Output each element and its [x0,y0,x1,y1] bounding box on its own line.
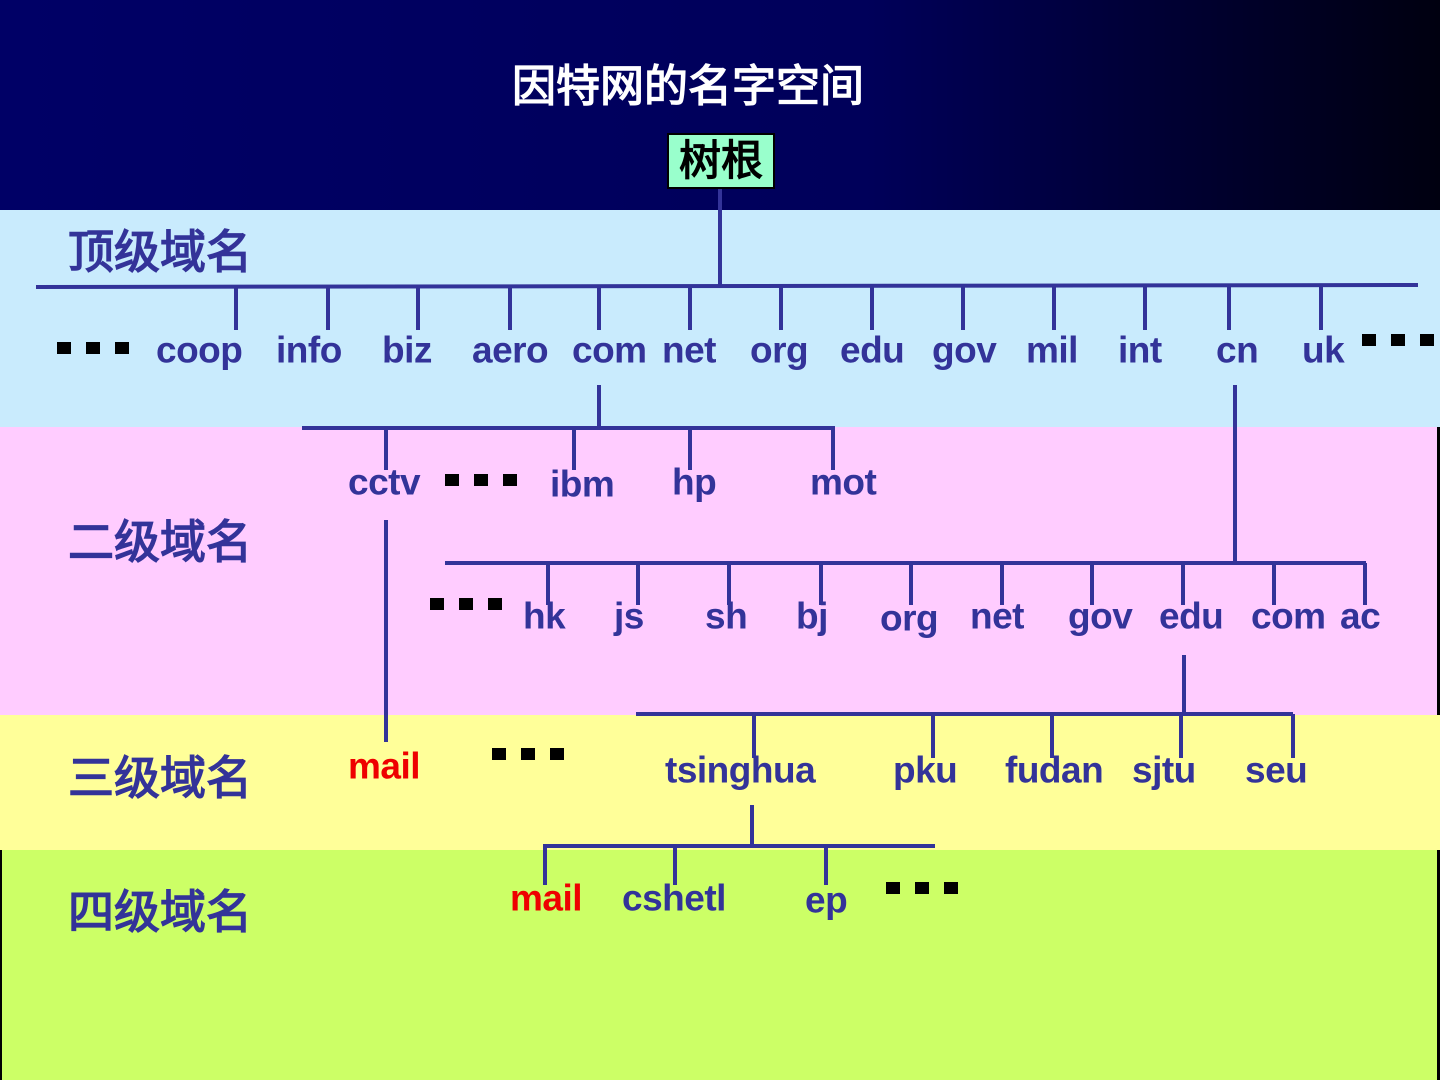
page-title: 因特网的名字空间 [512,61,864,112]
tld-node: info [276,329,342,371]
edu-child-node: fudan [1005,749,1104,791]
tld-node: edu [840,329,905,371]
ellipsis-icon [57,342,129,354]
edu-child-node: pku [893,749,958,791]
ellipsis-icon [430,598,502,610]
com-child-node: ibm [550,463,615,505]
ellipsis-icon [886,882,958,894]
cn-child-node: sh [705,595,748,637]
tld-node: biz [382,329,432,371]
com-child-node: cctv [348,461,421,503]
level-label-2: 二级域名 [68,515,252,569]
tld-node: aero [472,329,549,371]
ellipsis-icon [492,748,564,760]
tld-node: int [1118,329,1162,371]
cn-child-node: ac [1340,595,1381,637]
root-node: 树根 [667,133,775,189]
level-label-4: 四级域名 [68,885,252,939]
cn-child-node: org [880,597,939,639]
level-label-1: 顶级域名 [68,225,252,279]
com-child-node: hp [672,461,717,503]
cn-child-node: hk [523,595,566,637]
tld-node: com [572,329,647,371]
ellipsis-icon [1362,334,1434,346]
tld-node: net [662,329,717,371]
cctv-mail-node: mail [348,745,421,787]
edu-child-node: tsinghua [665,749,816,791]
tsinghua-child-node: cshetl [622,877,726,919]
level-label-3: 三级域名 [68,751,252,805]
edu-child-node: seu [1245,749,1308,791]
level2-band [0,427,1440,715]
com-child-node: mot [810,461,877,503]
cn-child-node: com [1251,595,1326,637]
tld-node: uk [1302,329,1345,371]
tld-node: mil [1026,329,1078,371]
ellipsis-icon [445,474,517,486]
cn-child-node: net [970,595,1025,637]
tld-node: cn [1216,329,1259,371]
cn-child-node: js [614,595,644,637]
cn-child-node: bj [796,595,828,637]
tld-node: org [750,329,809,371]
cn-child-node: edu [1159,595,1224,637]
tsinghua-child-node: ep [805,879,848,921]
level3-band [0,715,1440,850]
tsinghua-mail-node: mail [510,877,583,919]
tld-node: coop [156,329,243,371]
edu-child-node: sjtu [1132,749,1196,791]
cn-child-node: gov [1068,595,1133,637]
tld-node: gov [932,329,997,371]
level4-band [0,850,1440,1080]
